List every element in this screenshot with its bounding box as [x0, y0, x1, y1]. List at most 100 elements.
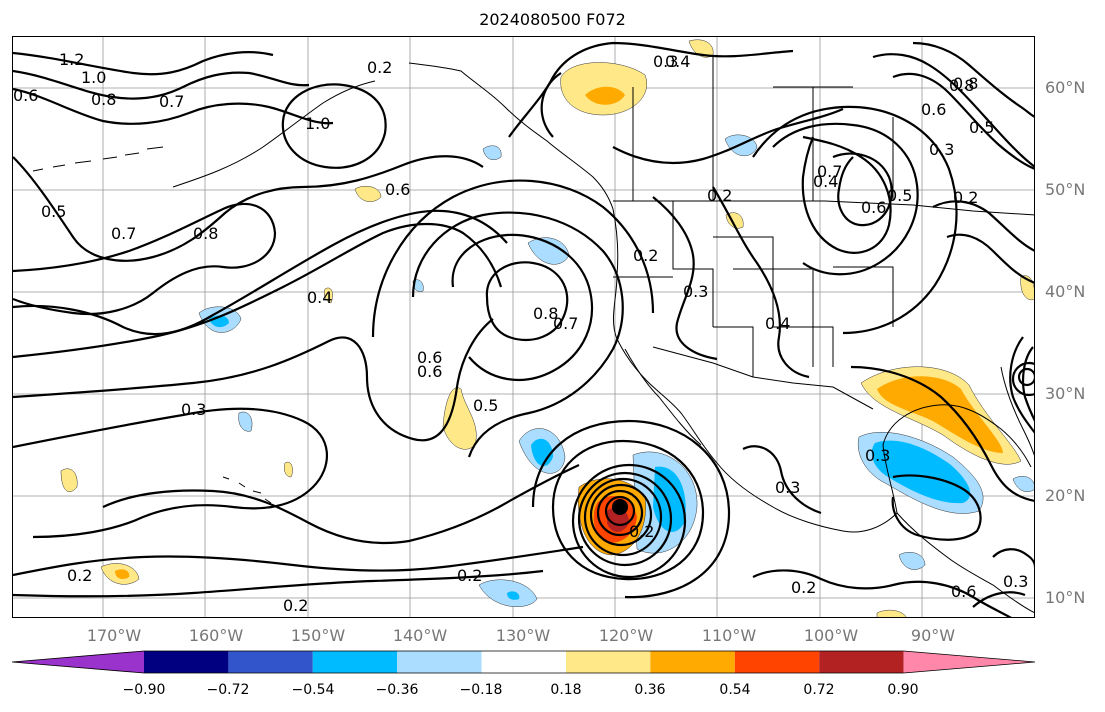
contour-label: 0.2 — [791, 578, 816, 597]
contour-line — [13, 569, 544, 598]
colorbar-tick: 0.72 — [803, 682, 835, 698]
contour-line — [912, 41, 1034, 118]
contour-label: 0.6 — [417, 362, 442, 381]
contour-line — [281, 83, 387, 169]
colorbar-tick: 0.18 — [550, 682, 582, 698]
contour-line — [932, 200, 1034, 252]
contour-labels: 1.2 1.0 0.8 0.6 0.7 0.2 1.0 0.5 0.7 0.8 … — [13, 50, 1028, 615]
anomaly-shading — [60, 39, 1034, 617]
contour-line — [946, 233, 1034, 284]
colorbar-outline — [11, 650, 1036, 674]
colorbar-segment — [734, 651, 820, 673]
contour-line — [850, 365, 1034, 502]
map-canvas: 1.2 1.0 0.8 0.6 0.7 0.2 1.0 0.5 0.7 0.8 … — [13, 37, 1034, 617]
positive-anomaly-region — [284, 461, 293, 478]
positive-anomaly-core — [115, 569, 130, 579]
storm-contour-ring — [577, 471, 673, 567]
colorbar-tick: −0.90 — [122, 682, 166, 698]
colorbar-extend-high — [903, 651, 1035, 673]
lon-label: 120°W — [598, 626, 654, 645]
colorbar-extend-low — [12, 651, 144, 673]
storm-center — [612, 499, 628, 515]
contour-label: 1.0 — [81, 68, 106, 87]
lon-label: 160°W — [188, 626, 244, 645]
contour-lines — [13, 41, 1034, 617]
colorbar-segment — [650, 651, 735, 673]
storm-contour-outer — [551, 439, 705, 581]
contour-line — [13, 545, 584, 577]
contour-label: 0.6 — [13, 86, 38, 105]
colorbar-segment — [312, 651, 398, 673]
colorbar-segment — [228, 651, 313, 673]
contour-label: 0.8 — [91, 90, 116, 109]
contour-line — [992, 548, 1034, 568]
contour-ring — [1011, 361, 1034, 397]
colorbar-tick: 0.90 — [887, 682, 919, 698]
positive-anomaly-region — [60, 468, 78, 492]
lon-label: 170°W — [86, 626, 142, 645]
contour-label: 1.2 — [59, 50, 84, 69]
negative-anomaly-core — [507, 591, 520, 600]
storm-contour-ring — [589, 483, 653, 547]
hawaii-islands — [222, 476, 272, 504]
colorbar-tick: 0.36 — [634, 682, 666, 698]
contour-label: 1.0 — [305, 114, 330, 133]
contour-line — [13, 203, 277, 316]
contour-label: 0.3 — [653, 52, 678, 71]
colorbar-segment — [481, 651, 566, 673]
colorbar-segment — [819, 651, 904, 673]
contour-line — [102, 464, 580, 545]
contour-label: 0.5 — [969, 118, 994, 137]
contour-line — [13, 407, 328, 539]
negative-anomaly-region — [482, 145, 502, 160]
contour-label: 0.7 — [817, 162, 842, 181]
colorbar-tick: −0.36 — [375, 682, 419, 698]
contour-line — [652, 196, 718, 361]
contour-label: 0.7 — [111, 224, 136, 243]
positive-anomaly-region — [324, 287, 333, 304]
colorbar-segment — [397, 651, 482, 673]
colorbar-tick: −0.18 — [459, 682, 503, 698]
contour-label: 0.5 — [473, 396, 498, 415]
map-panel: 1.2 1.0 0.8 0.6 0.7 0.2 1.0 0.5 0.7 0.8 … — [12, 36, 1035, 618]
contour-line — [13, 222, 503, 359]
coastlines — [32, 57, 1034, 614]
contour-line — [13, 69, 310, 100]
colorbar-tick: −0.54 — [291, 682, 335, 698]
contour-line — [1022, 346, 1034, 422]
contour-line — [411, 211, 624, 458]
positive-anomaly-core — [585, 86, 625, 105]
contour-line — [485, 261, 569, 342]
contour-line — [13, 318, 494, 442]
colorbar-tick: −0.72 — [206, 682, 250, 698]
lon-label: 90°W — [910, 626, 956, 645]
storm-contour-outer — [531, 419, 731, 599]
contour-label: 0.8 — [953, 74, 978, 93]
colorbar-segment — [144, 651, 229, 673]
contour-line — [540, 72, 562, 138]
storm-contour-ring — [571, 463, 687, 579]
map-title: 2024080500 F072 — [479, 10, 626, 29]
aleutian-islands — [32, 146, 164, 172]
us-mexico-border — [652, 346, 874, 410]
lon-label: 130°W — [495, 626, 551, 645]
contour-line — [612, 107, 844, 165]
contour-label: 0.5 — [41, 202, 66, 221]
contour-label: 0.3 — [683, 282, 708, 301]
contour-label: 0.5 — [887, 186, 912, 205]
alaska-coast — [172, 80, 376, 188]
contour-label: 0.8 — [949, 76, 974, 95]
gulf-coast — [882, 404, 1032, 514]
contour-label: 0.3 — [775, 478, 800, 497]
contour-label: 0.4 — [307, 288, 332, 307]
negative-anomaly-region — [898, 552, 926, 570]
state-borders — [613, 201, 894, 377]
canada-provinces — [632, 57, 894, 201]
storm-contour-ring — [583, 477, 663, 557]
contour-label: 0.7 — [553, 314, 578, 333]
contour-label: 0.2 — [953, 188, 978, 207]
negative-anomaly-region — [238, 411, 253, 432]
us-canada-border — [613, 200, 1034, 216]
contour-line — [891, 474, 982, 541]
contour-label: 0.4 — [813, 172, 838, 191]
